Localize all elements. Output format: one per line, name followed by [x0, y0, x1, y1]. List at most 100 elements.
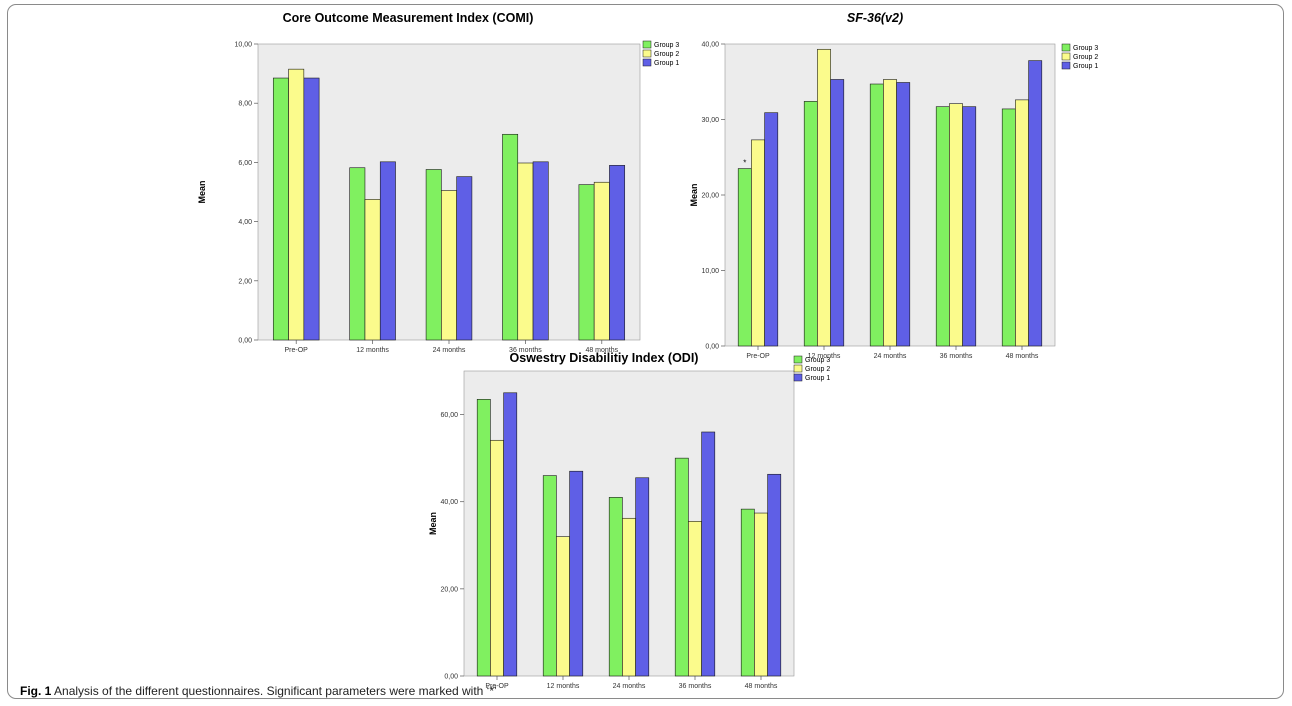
- chart1-bar-group-1-24-months: [896, 82, 911, 347]
- chart2-bar-group-3-48-months: [740, 508, 755, 677]
- chart0-x-tick-label: 12 months: [356, 347, 389, 354]
- chart0-bar-group-2-12-months: [364, 199, 381, 341]
- chart1-y-tick-label: 10,00: [701, 268, 719, 275]
- chart1-title: SF-36(v2): [847, 11, 903, 25]
- chart0-bar-group-3-24-months: [425, 169, 442, 341]
- chart0-bar-group-3-pre-op: [272, 77, 289, 341]
- chart2-bar-group-2-24-months: [622, 517, 636, 677]
- chart0-legend-label-group-2: Group 2: [654, 51, 679, 58]
- chart1-y-tick-label: 40,00: [701, 42, 719, 49]
- chart1-legend-swatch-group-2: [1061, 52, 1071, 61]
- chart0-x-tick-label: 24 months: [433, 347, 466, 354]
- chart1-bar-group-3-pre-op: [737, 168, 752, 347]
- chart1-bar-group-3-12-months: [803, 101, 818, 347]
- chart0-legend-label-group-3: Group 3: [654, 42, 679, 49]
- chart1-x-tick-label: 24 months: [874, 353, 907, 360]
- chart2-bar-group-1-12-months: [569, 470, 584, 677]
- chart2-bar-group-2-36-months: [688, 521, 702, 677]
- chart1-x-tick-label: 48 months: [1006, 353, 1039, 360]
- chart0-bar-group-1-36-months: [532, 161, 549, 341]
- chart2-bar-group-2-12-months: [556, 536, 570, 677]
- chart0-y-tick-label: 2,00: [238, 278, 252, 285]
- chart2-y-tick-label: 40,00: [440, 499, 458, 506]
- chart1-significance-marker: *: [743, 159, 746, 168]
- chart2-x-tick-label: 48 months: [745, 683, 778, 690]
- chart0-bar-group-3-12-months: [349, 167, 366, 341]
- odi-chart: Oswestry Disabilitiy Index (ODI) Mean 0,00…: [428, 351, 830, 690]
- chart1-legend-label-group-2: Group 2: [1073, 54, 1098, 61]
- chart1-bar-group-1-48-months: [1028, 60, 1043, 347]
- chart2-title: Oswestry Disabilitiy Index (ODI): [510, 351, 699, 365]
- chart1-bar-group-1-pre-op: [764, 112, 779, 347]
- chart2-legend-label-group-1: Group 1: [805, 375, 830, 382]
- chart1-bar-group-2-pre-op: [751, 139, 765, 347]
- chart0-legend-swatch-group-3: [642, 40, 652, 49]
- chart0-title: Core Outcome Measurement Index (COMI): [283, 11, 534, 25]
- chart0-bar-group-2-48-months: [593, 181, 610, 341]
- chart2-legend-label-group-3: Group 3: [805, 357, 830, 364]
- chart2-bar-group-1-48-months: [767, 473, 782, 677]
- chart2-bar-group-2-pre-op: [490, 439, 504, 677]
- chart2-x-tick-label: 12 months: [547, 683, 580, 690]
- chart1-bar-group-2-36-months: [949, 103, 963, 347]
- chart2-x-tick-label: 24 months: [613, 683, 646, 690]
- chart0-bar-group-3-48-months: [578, 184, 595, 341]
- chart1-bar-group-3-36-months: [935, 106, 950, 347]
- chart2-legend-swatch-group-1: [793, 373, 803, 382]
- chart2-bar-group-3-pre-op: [476, 399, 491, 677]
- chart1-legend-label-group-3: Group 3: [1073, 45, 1098, 52]
- chart1-bar-group-1-12-months: [830, 79, 845, 347]
- chart2-bar-group-1-24-months: [635, 477, 650, 677]
- chart2-bar-group-1-36-months: [701, 431, 716, 677]
- chart0-x-tick-label: 48 months: [585, 347, 618, 354]
- chart0-y-tick-label: 4,00: [238, 219, 252, 226]
- chart0-x-tick-label: 36 months: [509, 347, 542, 354]
- chart1-y-tick-label: 0,00: [705, 344, 719, 351]
- chart1-bar-group-3-48-months: [1001, 108, 1016, 347]
- chart0-y-axis-label: Mean: [197, 180, 207, 203]
- chart0-bar-group-1-24-months: [456, 176, 473, 341]
- chart1-bar-group-2-12-months: [817, 48, 831, 347]
- chart0-bar-group-2-36-months: [517, 162, 534, 341]
- chart0-legend-swatch-group-2: [642, 49, 652, 58]
- chart0-bar-group-3-36-months: [502, 133, 519, 341]
- chart0-bar-group-2-24-months: [441, 190, 457, 341]
- chart2-bar-group-3-12-months: [542, 475, 557, 677]
- chart2-legend-label-group-2: Group 2: [805, 366, 830, 373]
- chart1-x-tick-label: 36 months: [940, 353, 973, 360]
- chart2-x-tick-label: 36 months: [679, 683, 712, 690]
- chart1-y-tick-label: 30,00: [701, 117, 719, 124]
- chart1-x-tick-label: Pre-OP: [746, 353, 770, 360]
- chart1-legend-swatch-group-3: [1061, 43, 1071, 52]
- chart1-bar-group-1-36-months: [962, 106, 977, 347]
- chart0-y-tick-label: 6,00: [238, 160, 252, 167]
- chart0-bar-group-2-pre-op: [288, 68, 305, 341]
- chart1-legend-swatch-group-1: [1061, 61, 1071, 70]
- chart1-bar-group-2-24-months: [883, 79, 897, 347]
- chart1-legend-label-group-1: Group 1: [1073, 63, 1098, 70]
- figure-caption: Fig. 1 Analysis of the different questio…: [20, 684, 497, 698]
- chart2-legend-swatch-group-3: [793, 355, 803, 364]
- sf36-chart: SF-36(v2) Mean 0,00 10,00 20,00 30,00 40,00 Pre…: [689, 11, 1098, 360]
- chart1-bar-group-2-48-months: [1015, 99, 1029, 347]
- chart0-x-tick-label: Pre-OP: [285, 347, 309, 354]
- chart0-bar-group-1-48-months: [609, 165, 626, 341]
- chart0-legend-swatch-group-1: [642, 58, 652, 67]
- chart0-y-tick-label: 8,00: [238, 101, 252, 108]
- chart2-bar-group-3-36-months: [674, 457, 689, 677]
- chart1-y-axis-label: Mean: [689, 183, 699, 206]
- chart0-y-tick-label: 0,00: [238, 338, 252, 345]
- chart1-y-tick-label: 20,00: [701, 193, 719, 200]
- chart2-bar-group-3-24-months: [608, 497, 623, 677]
- chart2-bar-group-2-48-months: [754, 512, 768, 677]
- chart0-bar-group-1-12-months: [379, 161, 396, 341]
- chart1-x-tick-label: 12 months: [808, 353, 841, 360]
- chart0-legend-label-group-1: Group 1: [654, 60, 679, 67]
- chart0-bar-group-1-pre-op: [303, 77, 320, 341]
- chart1-bar-group-3-24-months: [869, 83, 884, 347]
- chart2-y-tick-label: 20,00: [440, 586, 458, 593]
- chart2-y-axis-label: Mean: [428, 512, 438, 535]
- caption-text: Analysis of the different questionnaires…: [51, 684, 497, 698]
- chart2-y-tick-label: 0,00: [444, 674, 458, 681]
- chart2-bar-group-1-pre-op: [503, 392, 518, 677]
